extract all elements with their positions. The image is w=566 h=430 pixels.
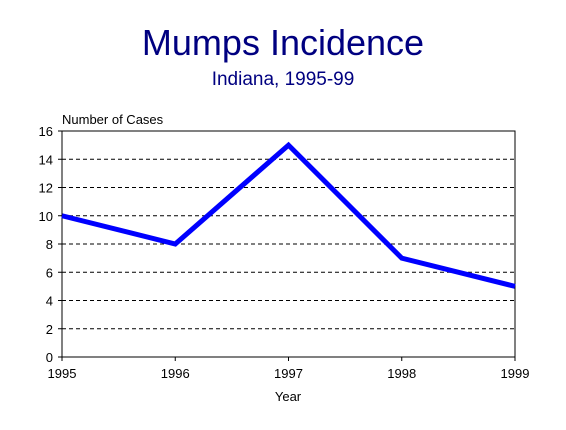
x-tick-label: 1998 <box>387 366 416 381</box>
y-axis-label: Number of Cases <box>62 112 164 127</box>
x-tick-label: 1995 <box>48 366 77 381</box>
x-tick-label: 1999 <box>501 366 530 381</box>
y-tick-label: 14 <box>39 152 53 167</box>
y-tick-label: 12 <box>39 181 53 196</box>
gridlines <box>62 159 515 329</box>
y-tick-label: 10 <box>39 209 53 224</box>
y-tick-label: 16 <box>39 124 53 139</box>
axis-ticks: 0 2 4 6 8 10 12 14 16 1995 1996 1997 1998 1999 <box>39 124 530 381</box>
y-tick-label: 4 <box>46 294 53 309</box>
x-tick-label: 1997 <box>274 366 303 381</box>
y-tick-label: 2 <box>46 322 53 337</box>
chart-title: Mumps Incidence <box>142 22 424 63</box>
y-tick-label: 6 <box>46 265 53 280</box>
chart-subtitle: Indiana, 1995-99 <box>212 69 355 90</box>
x-tick-label: 1996 <box>161 366 190 381</box>
x-axis-label: Year <box>275 389 302 404</box>
y-tick-label: 0 <box>46 350 53 365</box>
y-tick-label: 8 <box>46 237 53 252</box>
